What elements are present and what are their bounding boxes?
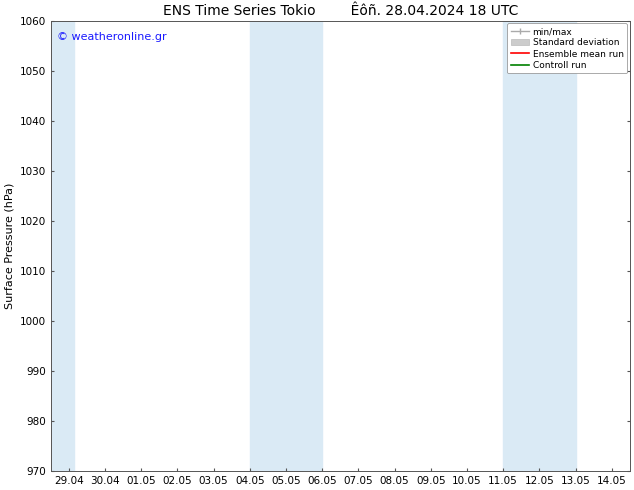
Legend: min/max, Standard deviation, Ensemble mean run, Controll run: min/max, Standard deviation, Ensemble me… — [507, 24, 627, 74]
Text: © weatheronline.gr: © weatheronline.gr — [56, 32, 166, 42]
Title: ENS Time Series Tokio        Êôñ. 28.04.2024 18 UTC: ENS Time Series Tokio Êôñ. 28.04.2024 18… — [163, 4, 518, 18]
Bar — [250, 21, 322, 471]
Bar — [503, 21, 576, 471]
Y-axis label: Surface Pressure (hPa): Surface Pressure (hPa) — [4, 183, 14, 309]
Bar — [51, 21, 74, 471]
